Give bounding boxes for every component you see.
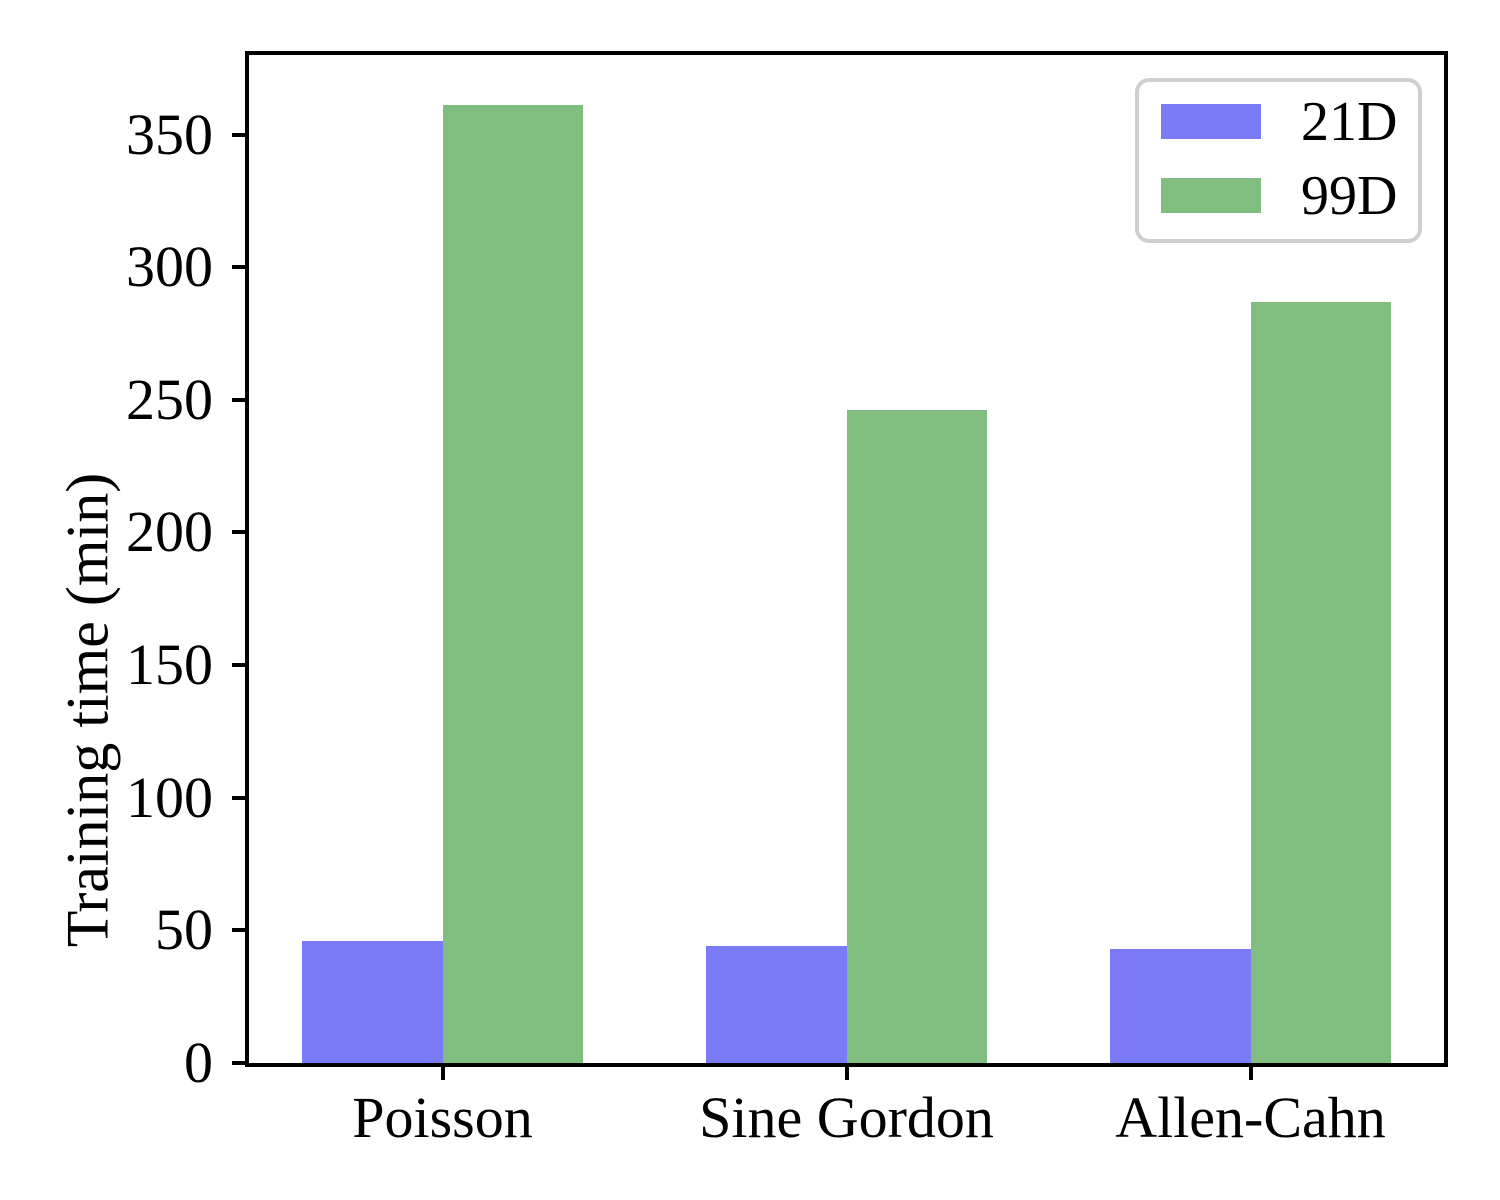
y-tick — [232, 397, 245, 402]
y-tick-label: 150 — [126, 632, 213, 698]
y-tick — [232, 928, 245, 933]
legend-swatch-99d — [1161, 178, 1261, 213]
bar-99d-sine-gordon — [846, 410, 987, 1063]
y-tick-label: 350 — [126, 101, 213, 167]
x-tick — [844, 1067, 849, 1080]
y-tick — [232, 795, 245, 800]
y-tick-label: 0 — [184, 1030, 213, 1095]
y-tick — [232, 1061, 245, 1065]
y-tick — [232, 132, 245, 137]
legend-label-99d: 99D — [1301, 164, 1398, 227]
bar-21d-poisson — [302, 940, 443, 1063]
y-tick-label: 50 — [155, 897, 213, 963]
y-tick — [232, 530, 245, 535]
x-tick — [1248, 1067, 1253, 1080]
legend: 21D 99D — [1135, 78, 1422, 243]
bar-21d-allen-cahn — [1110, 948, 1251, 1063]
x-tick-label-allen-cahn: Allen-Cahn — [1115, 1085, 1386, 1150]
y-tick-label: 200 — [126, 499, 213, 565]
x-tick-label-poisson: Poisson — [352, 1085, 533, 1150]
x-tick — [440, 1067, 445, 1080]
bar-21d-sine-gordon — [706, 946, 847, 1063]
x-tick-label-sine-gordon: Sine Gordon — [699, 1085, 994, 1150]
bar-99d-allen-cahn — [1250, 301, 1391, 1063]
y-tick — [232, 265, 245, 270]
legend-entry-21d: 21D — [1161, 90, 1398, 153]
y-tick-label: 100 — [126, 764, 213, 830]
legend-swatch-21d — [1161, 104, 1261, 139]
y-tick — [232, 663, 245, 668]
plot-area — [245, 51, 1448, 1067]
legend-label-21d: 21D — [1301, 90, 1398, 153]
bar-99d-poisson — [442, 105, 583, 1063]
y-tick-label: 300 — [126, 234, 213, 300]
y-tick-label: 250 — [126, 366, 213, 432]
legend-entry-99d: 99D — [1161, 164, 1398, 227]
